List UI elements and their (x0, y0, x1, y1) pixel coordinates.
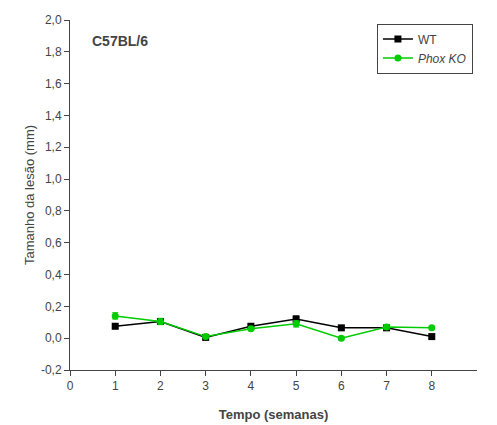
svg-text:2: 2 (157, 379, 164, 393)
svg-text:8: 8 (428, 379, 435, 393)
svg-text:Tamanho da lesão (mm): Tamanho da lesão (mm) (22, 125, 37, 265)
svg-text:-0,2: -0,2 (41, 363, 62, 377)
svg-text:0,2: 0,2 (45, 300, 62, 314)
svg-text:4: 4 (248, 379, 255, 393)
svg-text:Tempo (semanas): Tempo (semanas) (219, 407, 329, 422)
svg-text:1: 1 (112, 379, 119, 393)
svg-text:1,0: 1,0 (45, 172, 62, 186)
svg-text:Phox KO: Phox KO (418, 52, 466, 66)
svg-text:2,0: 2,0 (45, 13, 62, 27)
svg-text:0,0: 0,0 (45, 331, 62, 345)
svg-text:0: 0 (67, 379, 74, 393)
svg-text:C57BL/6: C57BL/6 (92, 33, 148, 49)
svg-text:5: 5 (293, 379, 300, 393)
svg-text:0,4: 0,4 (45, 268, 62, 282)
svg-text:WT: WT (418, 33, 437, 47)
svg-text:1,8: 1,8 (45, 45, 62, 59)
svg-text:1,2: 1,2 (45, 140, 62, 154)
svg-text:6: 6 (338, 379, 345, 393)
svg-text:1,4: 1,4 (45, 109, 62, 123)
svg-text:1,6: 1,6 (45, 77, 62, 91)
svg-text:7: 7 (383, 379, 390, 393)
svg-text:0,8: 0,8 (45, 204, 62, 218)
svg-text:3: 3 (202, 379, 209, 393)
svg-text:0,6: 0,6 (45, 236, 62, 250)
